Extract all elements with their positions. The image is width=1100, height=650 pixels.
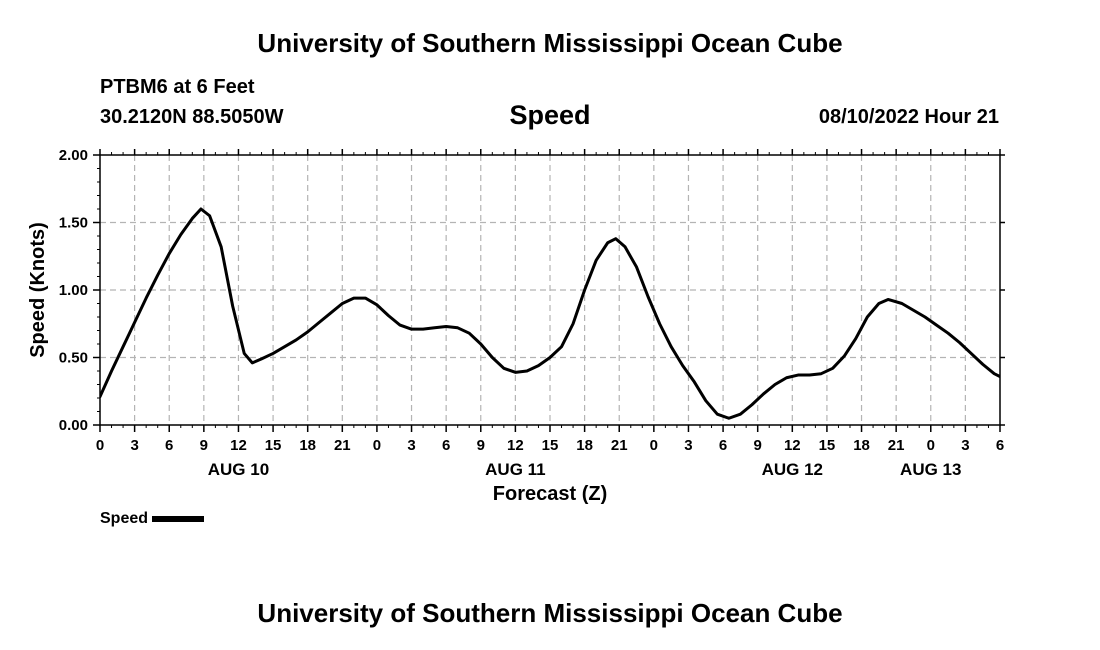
x-tick-label: 0 xyxy=(373,437,381,454)
x-tick-label: 0 xyxy=(650,437,658,454)
x-tick-label: 21 xyxy=(334,437,351,454)
x-tick-label: 6 xyxy=(996,437,1004,454)
x-tick-label: 18 xyxy=(853,437,870,454)
x-tick-label: 9 xyxy=(477,437,485,454)
day-label: AUG 11 xyxy=(485,460,545,479)
x-tick-label: 6 xyxy=(165,437,173,454)
day-label: AUG 13 xyxy=(900,460,961,479)
x-tick-label: 18 xyxy=(299,437,316,454)
y-tick-label: 0.00 xyxy=(59,417,88,434)
station-label: PTBM6 at 6 Feet xyxy=(100,76,255,98)
y-tick-label: 2.00 xyxy=(59,147,88,164)
chart-ticks xyxy=(93,149,1005,432)
x-tick-label: 12 xyxy=(784,437,801,454)
day-label: AUG 12 xyxy=(762,460,823,479)
page-title: University of Southern Mississippi Ocean… xyxy=(257,28,843,58)
chart-legend: Speed xyxy=(100,510,205,528)
x-tick-label: 6 xyxy=(719,437,727,454)
forecast-datetime: 08/10/2022 Hour 21 xyxy=(818,106,999,128)
x-axis-label: Forecast (Z) xyxy=(493,483,607,505)
x-tick-labels: 0 3 6 9 12 15 18 21 0 3 6 9 12 15 18 21 0 3 6 9 12 15 18 21 0 3 6 xyxy=(96,437,1004,454)
x-tick-label: 15 xyxy=(819,437,836,454)
x-tick-label: 3 xyxy=(684,437,692,454)
x-tick-label: 9 xyxy=(754,437,762,454)
x-tick-label: 3 xyxy=(961,437,969,454)
footer-title: University of Southern Mississippi Ocean… xyxy=(257,598,843,628)
x-tick-label: 21 xyxy=(611,437,628,454)
day-labels: AUG 10 AUG 11 AUG 12 AUG 13 xyxy=(208,460,962,479)
legend-line-swatch xyxy=(152,516,205,522)
y-axis-label: Speed (Knots) xyxy=(27,222,49,358)
x-tick-label: 0 xyxy=(96,437,104,454)
chart-grid xyxy=(100,155,1000,425)
x-tick-label: 12 xyxy=(230,437,247,454)
x-tick-label: 12 xyxy=(507,437,524,454)
x-tick-label: 18 xyxy=(576,437,593,454)
x-tick-label: 9 xyxy=(200,437,208,454)
y-tick-label: 0.50 xyxy=(59,350,88,367)
y-tick-label: 1.00 xyxy=(59,282,88,299)
speed-series-line xyxy=(100,207,1000,420)
x-tick-label: 15 xyxy=(542,437,559,454)
x-tick-label: 21 xyxy=(888,437,905,454)
chart-title: Speed xyxy=(509,100,591,130)
y-tick-label: 1.50 xyxy=(59,215,88,232)
legend-label: Speed xyxy=(100,510,149,527)
speed-chart: 0 3 6 9 12 15 18 21 0 3 6 9 12 15 18 21 0 3 6 9 12 15 18 21 0 3 6 … xyxy=(27,147,1005,505)
x-tick-label: 15 xyxy=(265,437,282,454)
coordinates-label: 30.2120N 88.5050W xyxy=(100,106,284,128)
x-tick-label: 6 xyxy=(442,437,450,454)
x-tick-label: 0 xyxy=(927,437,935,454)
x-tick-label: 3 xyxy=(407,437,415,454)
y-tick-labels: 0.00 0.50 1.00 1.50 2.00 xyxy=(59,147,88,434)
day-label: AUG 10 xyxy=(208,460,269,479)
x-tick-label: 3 xyxy=(130,437,138,454)
